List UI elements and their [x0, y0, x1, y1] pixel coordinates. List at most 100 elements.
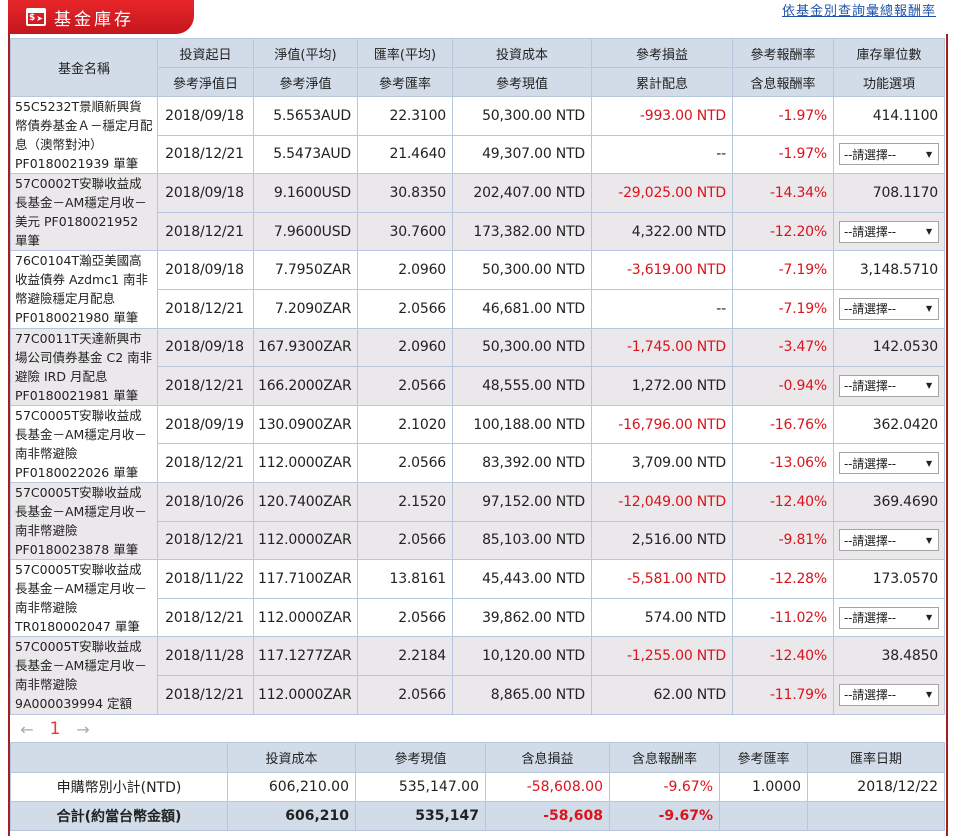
total-pl: -58,608	[485, 801, 610, 831]
ref-fx: 2.0566	[357, 520, 453, 561]
avg-fx: 2.0960	[357, 327, 453, 368]
fund-name: 77C0011T天達新興市場公司債券基金 C2 南非避險 IRD 月配息 PF0…	[10, 327, 158, 406]
fund-return-summary-link[interactable]: 依基金別查詢彙總報酬率	[781, 4, 936, 19]
return-incl-div: -12.20%	[732, 211, 834, 252]
start-date: 2018/11/28	[157, 636, 254, 676]
avg-nav: 9.1600USD	[253, 173, 358, 213]
action-select[interactable]: --請選擇-- ▼	[839, 143, 939, 166]
subtotal-cost: 606,210.00	[227, 772, 356, 802]
ref-nav: 166.2000ZAR	[253, 366, 358, 406]
action-select[interactable]: --請選擇-- ▼	[839, 683, 939, 706]
action-select-cell: --請選擇-- ▼	[833, 674, 945, 715]
action-select-cell: --請選擇-- ▼	[833, 443, 945, 483]
subtotal-fx: 1.0000	[719, 772, 808, 802]
fund-row-secondary: 2018/12/21 166.2000ZAR 2.0566 48,555.00 NTD…	[11, 366, 945, 406]
action-select-value: --請選擇--	[844, 225, 896, 240]
avg-nav: 117.1277ZAR	[253, 636, 358, 676]
fund-row-secondary: 2018/12/21 7.9600USD 30.7600 173,382.00 NTD…	[11, 211, 945, 252]
dividends: 1,272.00 NTD	[591, 366, 733, 406]
return-rate: -12.40%	[732, 636, 834, 676]
dropdown-caret-icon: ▼	[926, 304, 932, 314]
total-cost: 606,210	[227, 801, 356, 831]
summary-table: 投資成本 參考現值 含息損益 含息報酬率 參考匯率 匯率日期 申購幣別小計(NT…	[10, 742, 945, 831]
units: 708.1170	[833, 173, 945, 213]
fund-row-primary: 57C0002T安聯收益成長基金－AM穩定月收－美元 PF0180021952 …	[10, 173, 945, 252]
fund-row-secondary: 2018/12/21 112.0000ZAR 2.0566 83,392.00 NTD…	[11, 443, 945, 483]
dropdown-caret-icon: ▼	[926, 149, 932, 159]
col-header-avg-nav: 淨值(平均)	[253, 38, 358, 68]
next-page-arrow-icon[interactable]: →	[76, 719, 90, 739]
return-incl-div: -0.94%	[732, 366, 834, 406]
action-select-value: --請選擇--	[844, 688, 896, 703]
action-select-value: --請選擇--	[844, 302, 896, 317]
fund-row-primary: 57C0005T安聯收益成長基金－AM穩定月收－南非幣避險 9A00003999…	[10, 636, 945, 715]
total-label: 合計(約當台幣金額)	[10, 801, 228, 831]
avg-fx: 13.8161	[357, 559, 453, 599]
nav-date: 2018/12/21	[157, 520, 254, 561]
total-return: -9.67%	[609, 801, 720, 831]
action-select[interactable]: --請選擇-- ▼	[839, 374, 939, 397]
dividends: --	[591, 134, 733, 175]
profit-loss: -5,581.00 NTD	[591, 559, 733, 599]
start-date: 2018/09/19	[157, 404, 254, 445]
fund-row-secondary: 2018/12/21 112.0000ZAR 2.0566 39,862.00 NTD…	[11, 597, 945, 638]
summary-header-fx-date: 匯率日期	[807, 742, 945, 773]
cost: 10,120.00 NTD	[452, 636, 592, 676]
subtotal-return: -9.67%	[609, 772, 720, 802]
col-header-dividends: 累計配息	[591, 67, 733, 97]
ref-fx: 30.7600	[357, 211, 453, 252]
total-fx-date	[807, 801, 945, 831]
summary-header-blank	[10, 742, 228, 773]
ref-value: 39,862.00 NTD	[452, 597, 592, 638]
units: 142.0530	[833, 327, 945, 368]
return-rate: -7.19%	[732, 250, 834, 290]
fund-row-primary: 57C0005T安聯收益成長基金－AM穩定月收－南非幣避險 PF01800238…	[10, 481, 945, 561]
cost: 202,407.00 NTD	[452, 173, 592, 213]
total-fx	[719, 801, 808, 831]
start-date: 2018/11/22	[157, 559, 254, 599]
col-header-cost: 投資成本	[452, 38, 592, 68]
action-select[interactable]: --請選擇-- ▼	[839, 452, 939, 475]
fund-row-secondary: 2018/12/21 112.0000ZAR 2.0566 8,865.00 NTD 6…	[11, 674, 945, 715]
action-select[interactable]: --請選擇-- ▼	[839, 606, 939, 629]
ref-fx: 2.0566	[357, 443, 453, 483]
cost: 100,188.00 NTD	[452, 404, 592, 445]
ref-nav: 5.5473AUD	[253, 134, 358, 175]
ref-value: 8,865.00 NTD	[452, 674, 592, 715]
dropdown-caret-icon: ▼	[926, 227, 932, 237]
nav-date: 2018/12/21	[157, 443, 254, 483]
holdings-panel: 基金名稱 投資起日 淨值(平均) 匯率(平均) 投資成本 參考損益 參考報酬率 …	[8, 34, 948, 836]
action-select[interactable]: --請選擇-- ▼	[839, 529, 939, 552]
action-select-cell: --請選擇-- ▼	[833, 211, 945, 252]
ref-nav: 7.2090ZAR	[253, 288, 358, 329]
page-number-1[interactable]: 1	[49, 719, 61, 739]
col-header-start-date: 投資起日	[157, 38, 254, 68]
return-rate: -16.76%	[732, 404, 834, 445]
col-header-ref-value: 參考現值	[452, 67, 592, 97]
units: 3,148.5710	[833, 250, 945, 290]
ref-fx: 2.0566	[357, 674, 453, 715]
profit-loss: -3,619.00 NTD	[591, 250, 733, 290]
action-select-value: --請選擇--	[844, 611, 896, 626]
ref-value: 85,103.00 NTD	[452, 520, 592, 561]
profit-loss: -16,796.00 NTD	[591, 404, 733, 445]
avg-fx: 2.0960	[357, 250, 453, 290]
summary-header-value: 參考現值	[355, 742, 486, 773]
return-rate: -12.40%	[732, 481, 834, 522]
return-rate: -12.28%	[732, 559, 834, 599]
dropdown-caret-icon: ▼	[926, 458, 932, 468]
action-select[interactable]: --請選擇-- ▼	[839, 220, 939, 243]
units: 362.0420	[833, 404, 945, 445]
col-header-actions: 功能選項	[833, 67, 945, 97]
action-select[interactable]: --請選擇-- ▼	[839, 297, 939, 320]
action-select-cell: --請選擇-- ▼	[833, 366, 945, 406]
section-title: 基金庫存	[54, 9, 134, 30]
fund-name: 57C0005T安聯收益成長基金－AM穩定月收－南非幣避險 TR01800020…	[10, 559, 158, 638]
cost: 50,300.00 NTD	[452, 96, 592, 136]
ref-nav: 7.9600USD	[253, 211, 358, 252]
pagination: ← 1 →	[12, 718, 98, 740]
summary-header-pl: 含息損益	[485, 742, 610, 773]
prev-page-arrow-icon[interactable]: ←	[20, 719, 34, 739]
subtotal-fx-date: 2018/12/22	[807, 772, 945, 802]
ref-fx: 2.0566	[357, 288, 453, 329]
